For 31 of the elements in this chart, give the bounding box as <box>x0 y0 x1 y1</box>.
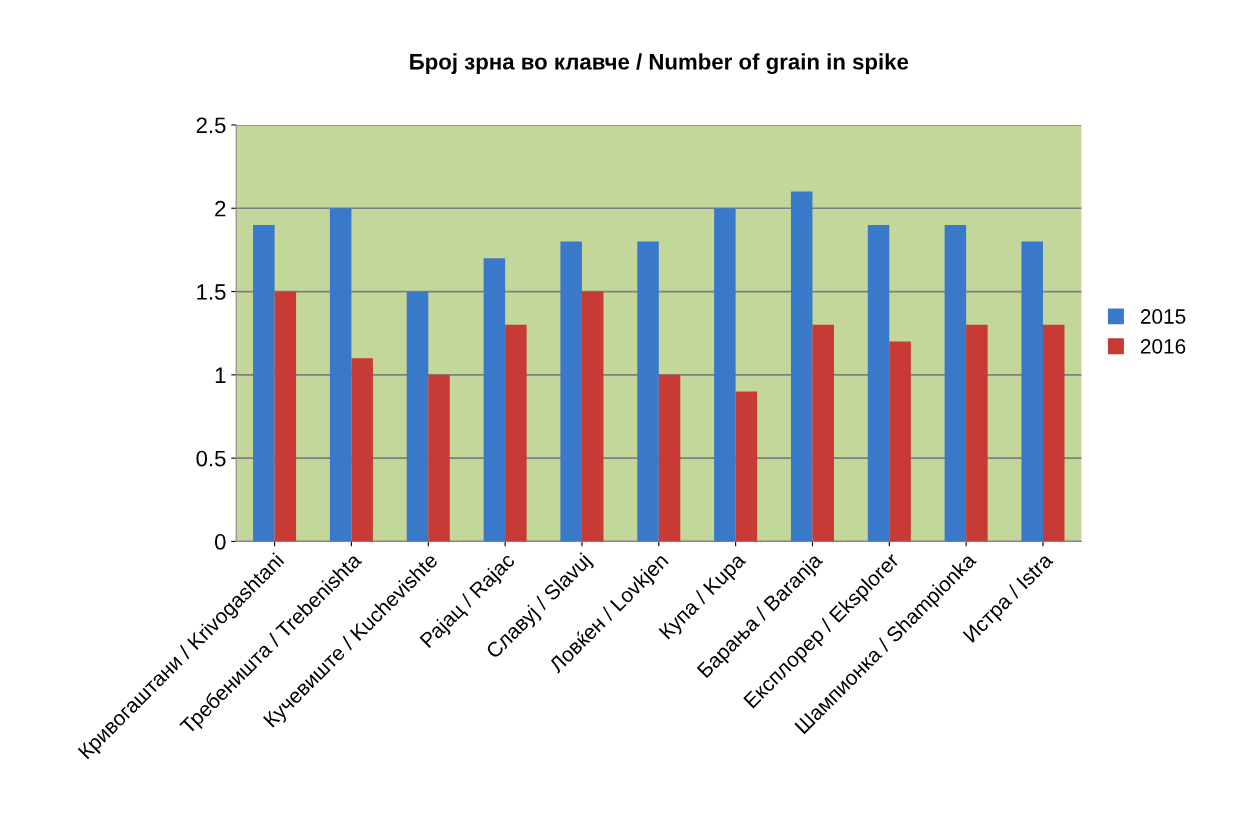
bar <box>329 208 352 542</box>
legend-label: 2015 <box>1140 309 1186 324</box>
bar <box>966 324 988 542</box>
bar <box>714 208 736 542</box>
bar <box>581 291 604 542</box>
y-tick-label: 1 <box>215 367 226 383</box>
bar <box>637 241 659 542</box>
bar <box>274 291 297 542</box>
bar <box>428 374 450 542</box>
bar <box>560 241 582 542</box>
bar <box>253 224 275 542</box>
bar <box>351 358 373 542</box>
legend-label: 2016 <box>1140 338 1186 354</box>
bar <box>1021 241 1043 542</box>
y-tick-label: 0 <box>214 533 226 550</box>
y-tick-label: 2 <box>215 200 226 217</box>
bar <box>812 324 834 542</box>
bar <box>944 224 967 542</box>
chart-title: Број зрна во клавче / Number of grain in spike <box>410 53 909 75</box>
bar <box>406 291 429 542</box>
bar <box>505 324 527 542</box>
y-tick-label: 1.5 <box>197 284 226 300</box>
bar <box>790 191 813 542</box>
bar <box>1042 324 1065 542</box>
bar <box>658 374 681 542</box>
y-tick-label: 0.5 <box>196 450 226 467</box>
bar <box>867 224 890 542</box>
y-tick-label: 2.5 <box>196 117 226 134</box>
bar <box>483 258 506 542</box>
bar <box>889 341 911 542</box>
bar <box>735 391 758 542</box>
